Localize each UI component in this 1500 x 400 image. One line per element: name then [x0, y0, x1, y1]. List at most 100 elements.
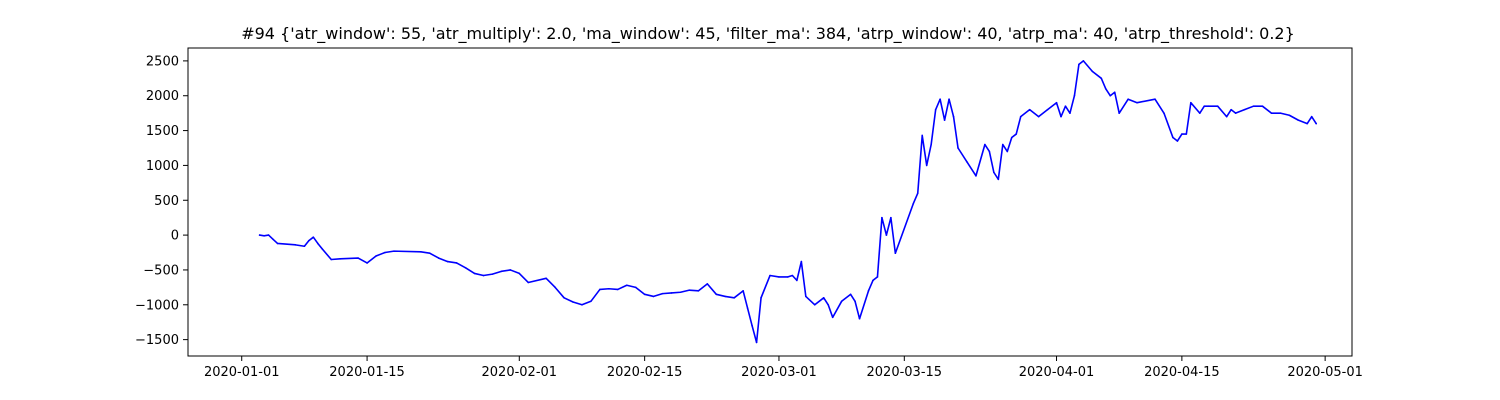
- series-point: [590, 300, 592, 303]
- series-point: [482, 274, 485, 277]
- series-point: [1225, 115, 1228, 118]
- series-point: [1252, 105, 1255, 107]
- series-point: [428, 252, 431, 255]
- series-point: [697, 290, 700, 292]
- series-point: [1055, 101, 1058, 104]
- x-tick-label: 2020-04-01: [1019, 365, 1095, 380]
- series-point: [894, 252, 897, 255]
- series-point: [258, 234, 261, 236]
- series-point: [787, 276, 789, 278]
- y-tick-label: −500: [143, 263, 179, 278]
- series-point: [581, 303, 583, 306]
- series-point: [925, 164, 928, 167]
- y-tick-label: −1500: [135, 333, 179, 348]
- series-point: [1176, 140, 1179, 142]
- series-line: [258, 60, 1317, 344]
- series-point: [1279, 112, 1282, 114]
- series-point: [1002, 143, 1004, 146]
- y-axis-ticks: 2500 2000 1500 1000 500 0 −500 −1000 −1500: [135, 54, 188, 348]
- x-tick-label: 2020-02-01: [482, 365, 558, 380]
- series-point: [1185, 133, 1188, 135]
- series-point: [545, 277, 547, 280]
- series-point: [760, 297, 762, 299]
- series-point: [1288, 114, 1291, 117]
- series-point: [1297, 119, 1300, 121]
- series-point: [948, 98, 950, 101]
- series-point: [1028, 108, 1031, 111]
- series-point: [1060, 115, 1062, 118]
- series-point: [791, 274, 794, 277]
- series-point: [491, 273, 494, 275]
- series-point: [518, 272, 521, 275]
- series-point: [872, 279, 874, 282]
- x-tick-label: 2020-05-01: [1287, 365, 1363, 380]
- series-point: [1310, 115, 1313, 118]
- series-point: [1091, 70, 1094, 73]
- series-point: [330, 258, 333, 261]
- series-point: [312, 236, 315, 238]
- series-point: [1136, 101, 1138, 104]
- series-point: [988, 150, 991, 153]
- series-point: [831, 316, 834, 319]
- series-point: [1261, 105, 1264, 107]
- series-point: [881, 216, 883, 219]
- series-point: [1100, 77, 1103, 80]
- series-point: [769, 274, 771, 277]
- y-tick-label: 2000: [146, 89, 179, 104]
- series-point: [1019, 115, 1022, 118]
- x-tick-label: 2020-03-15: [867, 365, 943, 380]
- series-point: [1082, 60, 1085, 62]
- series-point: [1207, 105, 1210, 107]
- series-point: [1127, 98, 1129, 101]
- series-point: [308, 239, 310, 242]
- series-point: [464, 267, 467, 269]
- series-point: [1190, 101, 1192, 104]
- series-point: [1172, 136, 1174, 139]
- series-point: [263, 235, 265, 237]
- y-tick-label: 0: [171, 229, 179, 244]
- series-point: [822, 297, 825, 299]
- series-point: [885, 234, 888, 236]
- series-point: [670, 292, 673, 294]
- plot-area: [188, 48, 1352, 356]
- series-point: [563, 297, 565, 299]
- series-point: [455, 262, 458, 264]
- y-tick-label: 2500: [146, 54, 179, 69]
- series-point: [661, 292, 664, 295]
- series-point: [1230, 108, 1232, 111]
- series-point: [997, 178, 1000, 181]
- series-point: [854, 300, 856, 303]
- series-point: [1078, 63, 1080, 66]
- series-point: [921, 134, 924, 137]
- series-point: [1113, 91, 1116, 94]
- series-point: [840, 300, 843, 303]
- series-points: [258, 60, 1317, 344]
- series-point: [473, 272, 476, 275]
- series-point: [934, 108, 937, 111]
- series-point: [952, 115, 955, 118]
- series-point: [930, 143, 932, 146]
- series-point: [742, 290, 744, 292]
- series-point: [688, 289, 691, 291]
- series-point: [746, 307, 749, 310]
- series-point: [1037, 115, 1040, 118]
- y-tick-label: −1000: [135, 298, 179, 313]
- series-point: [393, 250, 395, 252]
- series-point: [1104, 87, 1107, 90]
- series-point: [303, 245, 306, 248]
- series-point: [943, 119, 946, 121]
- x-tick-label: 2020-04-15: [1144, 365, 1220, 380]
- series-point: [1315, 122, 1317, 125]
- x-tick-label: 2020-01-01: [204, 365, 280, 380]
- series-point: [975, 175, 977, 177]
- series-point: [554, 286, 556, 289]
- series-point: [1203, 105, 1206, 107]
- series-point: [755, 341, 758, 344]
- series-point: [912, 202, 915, 205]
- series-point: [1163, 112, 1165, 114]
- y-tick-label: 500: [154, 194, 179, 209]
- series-point: [339, 257, 342, 260]
- series-point: [572, 301, 574, 303]
- x-tick-label: 2020-02-15: [607, 365, 683, 380]
- series-point: [1181, 133, 1183, 135]
